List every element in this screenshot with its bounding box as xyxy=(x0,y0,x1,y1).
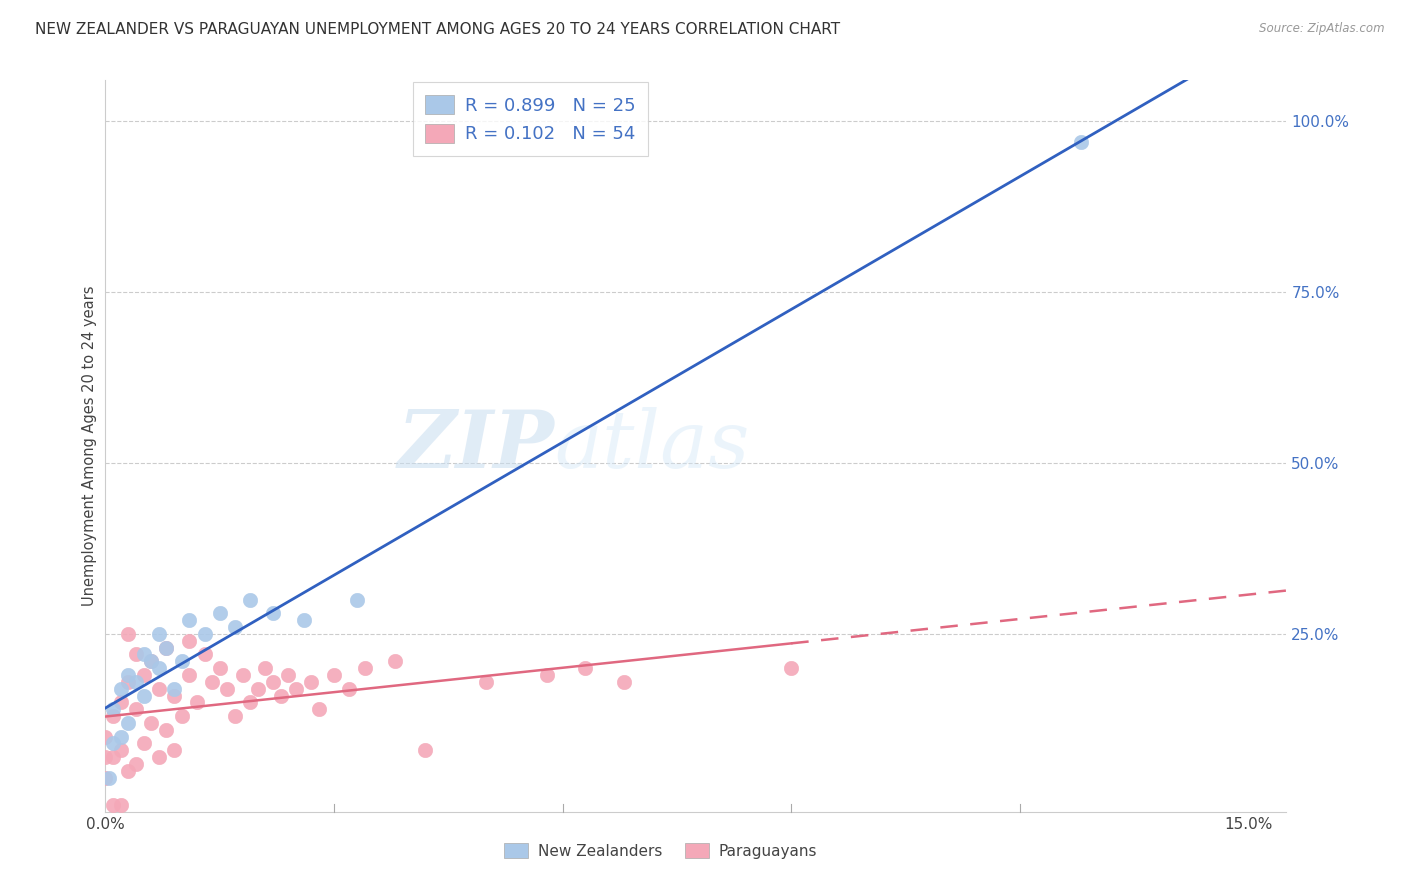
Point xyxy=(94,771,117,785)
Point xyxy=(132,668,155,682)
Point xyxy=(110,797,132,812)
Point xyxy=(292,613,315,627)
Point xyxy=(148,661,170,675)
Point xyxy=(148,681,170,696)
Point xyxy=(262,674,284,689)
Point xyxy=(780,661,803,675)
Point xyxy=(277,668,299,682)
Point xyxy=(384,654,406,668)
Point xyxy=(117,668,139,682)
Point xyxy=(155,723,177,737)
Point xyxy=(94,750,117,764)
Point xyxy=(110,730,132,744)
Point xyxy=(217,681,239,696)
Text: NEW ZEALANDER VS PARAGUAYAN UNEMPLOYMENT AMONG AGES 20 TO 24 YEARS CORRELATION C: NEW ZEALANDER VS PARAGUAYAN UNEMPLOYMENT… xyxy=(35,22,841,37)
Point xyxy=(208,607,231,621)
Point xyxy=(574,661,596,675)
Point xyxy=(141,654,163,668)
Point xyxy=(163,681,186,696)
Point xyxy=(323,668,346,682)
Point xyxy=(179,633,201,648)
Point xyxy=(94,730,117,744)
Point xyxy=(132,736,155,750)
Y-axis label: Unemployment Among Ages 20 to 24 years: Unemployment Among Ages 20 to 24 years xyxy=(82,285,97,607)
Point xyxy=(101,709,124,723)
Point xyxy=(101,797,124,812)
Text: ZIP: ZIP xyxy=(398,408,554,484)
Point xyxy=(170,709,193,723)
Point xyxy=(155,640,177,655)
Point xyxy=(224,620,246,634)
Point xyxy=(186,695,208,709)
Point xyxy=(346,592,368,607)
Point xyxy=(110,681,132,696)
Point xyxy=(270,689,292,703)
Point xyxy=(148,627,170,641)
Point xyxy=(308,702,330,716)
Point xyxy=(117,674,139,689)
Point xyxy=(163,743,186,757)
Point xyxy=(201,674,224,689)
Point xyxy=(415,743,437,757)
Point xyxy=(353,661,375,675)
Point xyxy=(193,648,215,662)
Point xyxy=(141,654,163,668)
Point xyxy=(125,756,148,771)
Point xyxy=(179,613,201,627)
Point xyxy=(1070,135,1092,149)
Point xyxy=(163,689,186,703)
Point xyxy=(208,661,231,675)
Point xyxy=(284,681,307,696)
Text: atlas: atlas xyxy=(554,408,749,484)
Point xyxy=(110,743,132,757)
Point xyxy=(125,674,148,689)
Point xyxy=(475,674,498,689)
Point xyxy=(239,695,262,709)
Point xyxy=(232,668,254,682)
Point xyxy=(141,715,163,730)
Point xyxy=(101,702,124,716)
Text: Source: ZipAtlas.com: Source: ZipAtlas.com xyxy=(1260,22,1385,36)
Point xyxy=(110,695,132,709)
Point xyxy=(246,681,269,696)
Point xyxy=(224,709,246,723)
Point xyxy=(536,668,558,682)
Point xyxy=(98,771,121,785)
Point xyxy=(170,654,193,668)
Point xyxy=(239,592,262,607)
Point xyxy=(132,648,155,662)
Point xyxy=(155,640,177,655)
Point xyxy=(299,674,322,689)
Point xyxy=(125,648,148,662)
Point xyxy=(125,702,148,716)
Point xyxy=(613,674,636,689)
Point xyxy=(117,715,139,730)
Point xyxy=(148,750,170,764)
Point xyxy=(132,689,155,703)
Point xyxy=(117,764,139,778)
Point xyxy=(193,627,215,641)
Point xyxy=(337,681,360,696)
Point xyxy=(254,661,277,675)
Point xyxy=(101,736,124,750)
Legend: New Zealanders, Paraguayans: New Zealanders, Paraguayans xyxy=(496,836,825,866)
Point xyxy=(179,668,201,682)
Point xyxy=(117,627,139,641)
Point xyxy=(262,607,284,621)
Point xyxy=(101,750,124,764)
